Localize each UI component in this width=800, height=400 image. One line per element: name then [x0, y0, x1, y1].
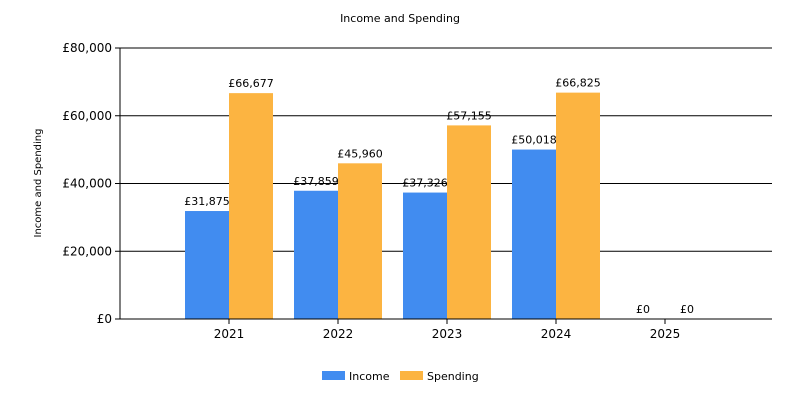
y-tick-label: £0: [97, 312, 112, 326]
bar-spending: [447, 125, 491, 319]
bar-income: [403, 192, 447, 319]
y-tick-label: £80,000: [62, 41, 112, 55]
data-label: £45,960: [337, 147, 383, 160]
x-tick-label: 2025: [650, 327, 681, 341]
bar-income: [185, 211, 229, 319]
chart-title: Income and Spending: [340, 12, 460, 25]
tick-labels: £0 £20,000 £40,000 £60,000 £80,000 2021 2022 20…: [62, 41, 680, 341]
data-label: £0: [636, 303, 650, 316]
data-label: £50,018: [511, 134, 557, 147]
bar-income: [512, 149, 556, 319]
data-label: £66,825: [555, 77, 601, 90]
data-label: £37,326: [402, 177, 448, 190]
y-tick-label: £60,000: [62, 109, 112, 123]
bar-income: [294, 190, 338, 319]
legend-label: Income: [349, 370, 390, 383]
bar-spending: [229, 93, 273, 320]
y-axis-label: Income and Spending: [33, 129, 44, 238]
x-tick-label: 2023: [432, 327, 463, 341]
x-tick-label: 2021: [214, 327, 245, 341]
y-tick-label: £40,000: [62, 177, 112, 191]
x-tick-label: 2024: [541, 327, 572, 341]
data-label: £37,859: [293, 175, 339, 188]
data-label: £66,677: [228, 77, 274, 90]
legend-swatch-spending: [400, 371, 423, 380]
data-label: £0: [680, 303, 694, 316]
data-label: £31,875: [184, 195, 230, 208]
data-labels: £31,875 £66,677 £37,859 £45,960 £37,326 £57,1…: [184, 77, 694, 316]
bars: [185, 92, 600, 320]
legend-label: Spending: [427, 370, 479, 383]
y-tick-label: £20,000: [62, 244, 112, 258]
bar-spending: [556, 92, 600, 319]
legend-swatch-income: [322, 371, 345, 380]
data-label: £57,155: [446, 109, 492, 122]
axes: [115, 47, 772, 324]
x-tick-label: 2022: [323, 327, 354, 341]
legend: Income Spending: [322, 370, 479, 383]
bar-spending: [338, 163, 382, 319]
